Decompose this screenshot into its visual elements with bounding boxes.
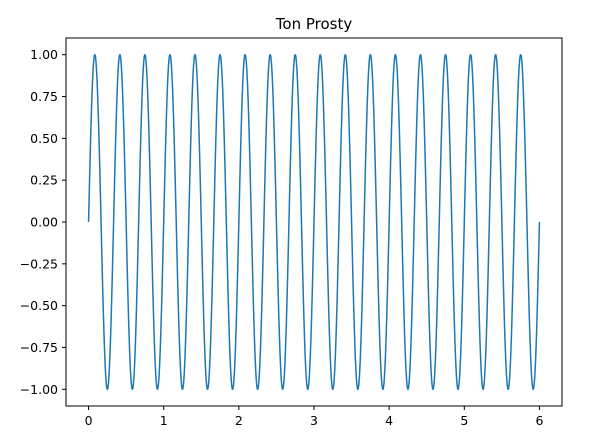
y-tick-label: 0.25 — [30, 173, 58, 188]
y-axis: −1.00 −0.75 −0.50 −0.25 0.00 0.25 0.50 0.75 1.00 — [20, 47, 66, 397]
x-tick-label: 1 — [160, 413, 168, 428]
y-tick-label: 0.50 — [30, 131, 58, 146]
plot-area — [87, 53, 541, 391]
y-tick-label: 1.00 — [30, 47, 58, 62]
x-tick-label: 5 — [460, 413, 468, 428]
x-tick-label: 6 — [535, 413, 543, 428]
x-tick-label: 0 — [85, 413, 93, 428]
x-axis: 0 1 2 3 4 5 6 — [85, 406, 543, 428]
y-tick-label: 0.00 — [30, 215, 58, 230]
y-tick-label: 0.75 — [30, 89, 58, 104]
x-tick-label: 2 — [235, 413, 243, 428]
y-tick-label: −1.00 — [20, 382, 58, 397]
y-tick-label: −0.25 — [20, 256, 58, 271]
y-tick-label: −0.75 — [20, 340, 58, 355]
series-line — [87, 53, 541, 391]
x-tick-label: 4 — [385, 413, 393, 428]
chart-title: Ton Prosty — [275, 15, 353, 33]
plot-frame — [65, 37, 563, 407]
y-tick-label: −0.50 — [20, 298, 58, 313]
x-tick-label: 3 — [310, 413, 318, 428]
